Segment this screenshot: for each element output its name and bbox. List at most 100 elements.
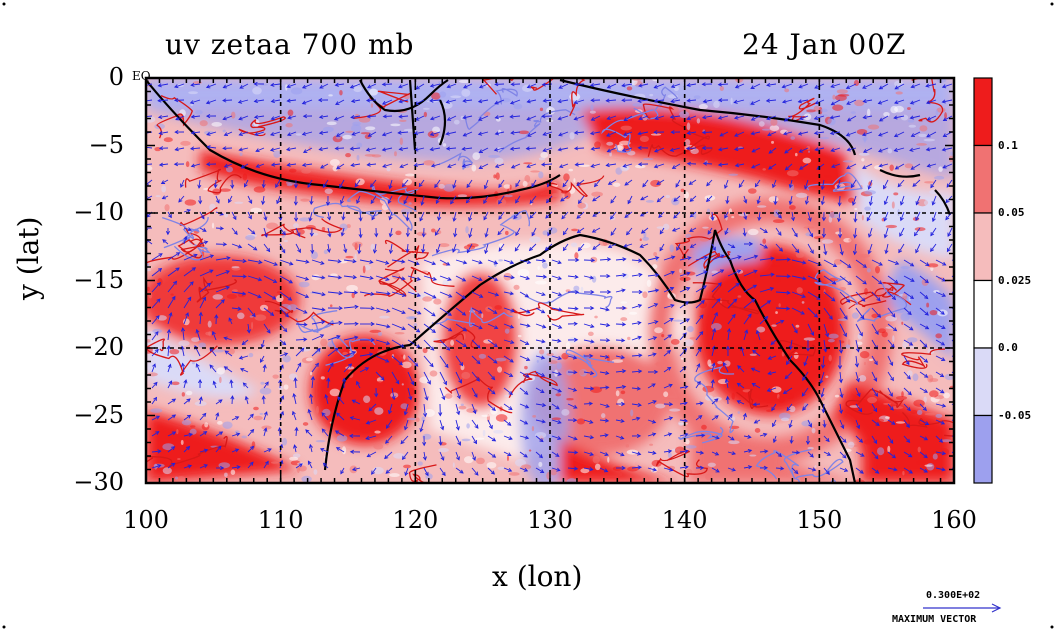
field-speckle <box>401 355 404 357</box>
field-speckle <box>328 94 332 96</box>
field-speckle <box>629 312 637 315</box>
pos-swirl-west <box>140 255 300 345</box>
colorbar-swatch <box>974 416 992 484</box>
field-speckle <box>231 112 235 119</box>
field-speckle <box>943 392 950 398</box>
colorbar-label: 0.025 <box>998 274 1031 287</box>
field-speckle <box>494 158 503 164</box>
field-speckle <box>581 242 591 248</box>
field-speckle <box>288 110 294 117</box>
field-speckle <box>259 413 263 415</box>
field-speckle <box>620 317 627 321</box>
field-speckle <box>909 125 916 128</box>
field-speckle <box>732 393 735 400</box>
field-speckle <box>439 91 446 97</box>
field-speckle <box>655 404 665 409</box>
field-speckle <box>417 461 422 465</box>
field-speckle <box>929 390 939 397</box>
field-speckle <box>896 421 905 424</box>
field-speckle <box>643 158 654 160</box>
field-speckle <box>180 141 191 146</box>
field-speckle <box>717 361 723 364</box>
field-speckle <box>832 95 835 100</box>
field-speckle <box>538 171 543 178</box>
field-speckle <box>330 159 340 166</box>
wind-vector-head <box>955 343 958 346</box>
field-speckle <box>781 418 790 422</box>
field-speckle <box>252 87 262 95</box>
field-speckle <box>239 153 242 157</box>
field-speckle <box>352 122 361 126</box>
field-speckle <box>171 294 174 296</box>
field-speckle <box>930 310 938 315</box>
field-speckle <box>864 190 876 195</box>
field-speckle <box>573 178 575 183</box>
field-speckle <box>345 153 351 157</box>
field-speckle <box>507 455 509 461</box>
field-speckle <box>185 199 197 205</box>
field-speckle <box>183 318 190 325</box>
field-speckle <box>875 419 884 423</box>
field-speckle <box>386 167 390 172</box>
wind-vector-head <box>957 261 961 264</box>
field-speckle <box>535 280 547 284</box>
field-speckle <box>827 118 835 126</box>
field-speckle <box>354 254 356 262</box>
field-speckle <box>498 259 503 261</box>
field-speckle <box>647 280 652 287</box>
field-speckle <box>907 337 918 342</box>
field-speckle <box>306 358 313 361</box>
field-speckle <box>697 118 700 123</box>
field-speckle <box>472 165 477 172</box>
field-speckle <box>322 409 331 416</box>
colorbar-swatch <box>974 348 992 416</box>
field-speckle <box>708 463 716 467</box>
field-speckle <box>854 208 857 210</box>
field-speckle <box>390 392 398 398</box>
field-speckle <box>422 296 432 301</box>
field-speckle <box>490 407 498 415</box>
y-tick-label: −30 <box>54 470 124 494</box>
field-speckle <box>454 120 460 125</box>
field-speckle <box>917 410 922 415</box>
field-speckle <box>701 425 707 430</box>
field-speckle <box>803 158 812 164</box>
field-speckle <box>804 226 815 228</box>
field-speckle <box>569 93 580 101</box>
field-speckle <box>466 423 470 428</box>
field-speckle <box>875 266 880 273</box>
field-speckle <box>241 436 247 439</box>
field-speckle <box>924 181 934 183</box>
field-speckle <box>802 301 805 304</box>
field-speckle <box>539 157 545 160</box>
field-speckle <box>346 285 358 292</box>
field-speckle <box>299 282 310 288</box>
plot-title-variable: uv zetaa 700 mb <box>165 28 414 61</box>
field-speckle <box>848 442 854 448</box>
field-speckle <box>878 328 886 333</box>
field-speckle <box>227 294 237 299</box>
field-speckle <box>924 434 930 437</box>
field-speckle <box>924 413 936 416</box>
field-speckle <box>686 445 697 449</box>
field-speckle <box>538 462 542 467</box>
field-speckle <box>291 87 302 94</box>
field-speckle <box>182 420 191 425</box>
field-speckle <box>673 320 684 322</box>
field-speckle <box>462 439 471 442</box>
field-speckle <box>864 206 871 210</box>
x-tick-label: 100 <box>116 506 176 534</box>
field-speckle <box>778 396 786 403</box>
y-tick-label: −10 <box>54 200 124 224</box>
field-speckle <box>601 413 605 418</box>
field-speckle <box>773 219 785 223</box>
field-speckle <box>188 91 198 94</box>
field-speckle <box>935 333 942 338</box>
field-speckle <box>373 443 383 449</box>
field-speckle <box>918 134 926 137</box>
field-speckle <box>224 473 228 477</box>
field-speckle <box>363 266 366 274</box>
field-speckle <box>749 454 756 456</box>
field-speckle <box>325 188 333 194</box>
field-speckle <box>365 126 375 130</box>
